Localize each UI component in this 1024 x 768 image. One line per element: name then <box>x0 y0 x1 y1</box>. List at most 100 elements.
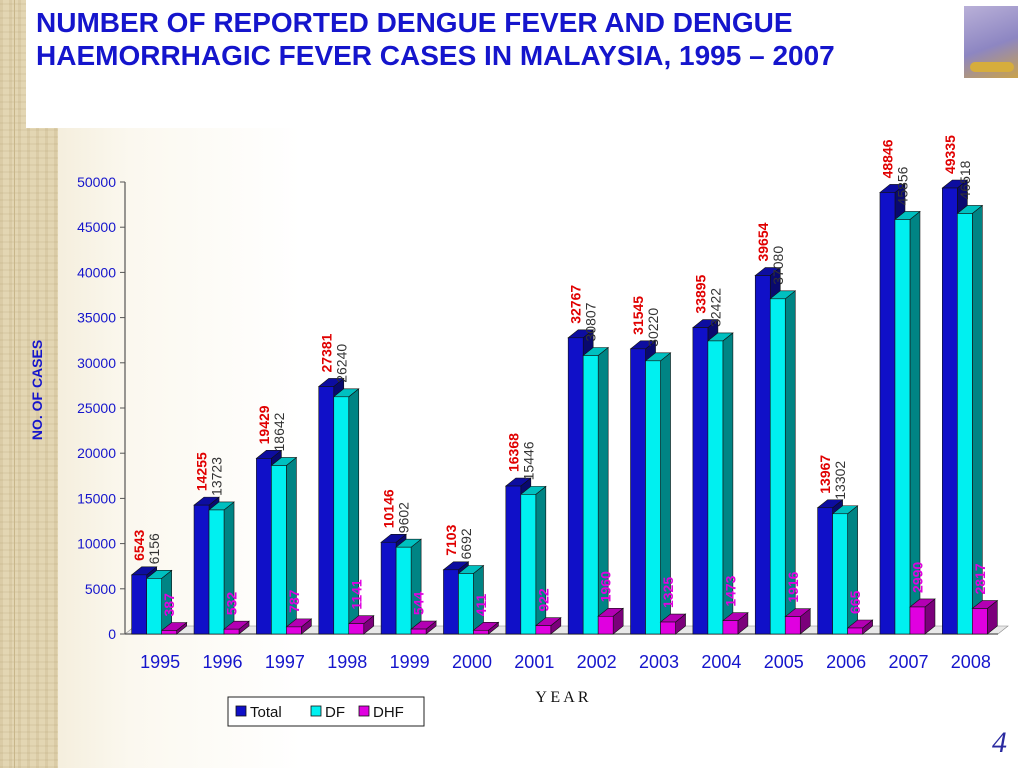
bar-front <box>722 620 739 635</box>
data-label-dhf: 1325 <box>660 577 676 608</box>
x-tick-label: 1996 <box>203 652 243 672</box>
data-label-dhf: 411 <box>473 593 489 616</box>
legend-swatch-total <box>235 705 247 717</box>
data-label-df: 6692 <box>458 528 474 559</box>
x-tick-label: 1995 <box>140 652 180 672</box>
data-label-df: 46518 <box>957 160 973 199</box>
bar-front <box>271 465 287 635</box>
x-tick-label: 2006 <box>826 652 866 672</box>
bar-front <box>131 574 147 635</box>
data-label-dhf: 1960 <box>598 571 614 602</box>
x-tick-label: 2000 <box>452 652 492 672</box>
logo-decoration <box>970 62 1014 72</box>
bar-df-1996 <box>208 501 235 635</box>
bar-front <box>193 504 210 635</box>
bar-front <box>630 348 646 635</box>
data-label-dhf: 787 <box>286 589 302 613</box>
bar-dhf-2003 <box>659 613 687 635</box>
bar-front <box>909 606 926 635</box>
bar-df-2008 <box>956 204 984 635</box>
bar-front <box>660 621 676 635</box>
data-label-dhf: 2990 <box>909 562 925 593</box>
bar-front <box>458 573 474 635</box>
data-label-df: 26240 <box>333 344 349 383</box>
data-label-total: 7103 <box>443 524 459 555</box>
bar-front <box>972 608 988 635</box>
bar-front <box>395 546 412 635</box>
page-number: 4 <box>992 726 1007 759</box>
bar-df-2006 <box>831 505 859 635</box>
y-tick-label: 50000 <box>77 174 116 190</box>
y-tick-label: 25000 <box>77 400 116 416</box>
bar-front <box>957 213 973 635</box>
x-tick-label: 2004 <box>701 652 741 672</box>
bar-front <box>692 327 709 635</box>
chart-bars <box>130 179 999 635</box>
data-label-df: 30220 <box>645 308 661 347</box>
bar-df-2004 <box>707 332 734 635</box>
data-label-total: 19429 <box>256 405 272 444</box>
bar-side <box>410 538 422 635</box>
bar-front <box>520 494 537 635</box>
bar-front <box>832 513 848 635</box>
bar-front <box>582 355 599 635</box>
bar-dhf-2001 <box>534 617 562 635</box>
data-label-total: 13967 <box>817 455 833 494</box>
data-label-total: 32767 <box>568 285 584 324</box>
bar-front <box>410 628 427 635</box>
y-tick-label: 5000 <box>85 581 116 597</box>
bar-front <box>256 458 272 635</box>
bar-front <box>567 337 584 635</box>
bar-front <box>847 627 863 635</box>
bar-front <box>473 629 489 635</box>
bar-dhf-2008 <box>971 599 999 635</box>
bar-dhf-2004 <box>722 612 749 635</box>
y-tick-label: 30000 <box>77 355 116 371</box>
x-tick-label: 2008 <box>951 652 991 672</box>
bar-df-2001 <box>519 485 547 635</box>
data-label-df: 13302 <box>832 461 848 500</box>
data-label-dhf: 1473 <box>722 575 738 606</box>
chart-data-labels: 6543 6156 387 14255 13723 532 19429 18642 787 273… <box>131 135 988 617</box>
corner-logo <box>964 6 1018 78</box>
bar-front <box>535 625 552 635</box>
bar-front <box>443 569 459 635</box>
bar-front <box>769 298 786 635</box>
data-label-total: 39654 <box>755 222 771 261</box>
data-label-df: 30807 <box>583 302 599 341</box>
bar-dhf-2005 <box>784 608 812 635</box>
bar-front <box>894 219 911 635</box>
legend-swatch-df <box>310 705 322 717</box>
bar-dhf-2007 <box>909 598 936 635</box>
y-tick-label: 0 <box>108 626 116 642</box>
data-label-total: 10146 <box>381 489 397 528</box>
bar-front <box>879 192 896 635</box>
bar-front <box>318 386 335 635</box>
data-label-total: 33895 <box>692 274 708 313</box>
data-label-dhf: 2817 <box>972 563 988 594</box>
bar-front <box>784 616 801 635</box>
bar-dhf-1996 <box>223 620 250 635</box>
x-tick-label: 1999 <box>390 652 430 672</box>
data-label-dhf: 532 <box>224 592 240 616</box>
bar-front <box>597 615 614 635</box>
bar-dhf-1997 <box>285 618 313 635</box>
bar-front <box>707 340 724 635</box>
bar-front <box>333 396 350 635</box>
data-label-dhf: 922 <box>535 588 551 612</box>
data-label-dhf: 387 <box>161 593 177 617</box>
bar-dhf-1998 <box>347 615 375 635</box>
slide-side-texture <box>0 0 58 768</box>
data-label-df: 32422 <box>707 288 723 327</box>
x-tick-label: 2003 <box>639 652 679 672</box>
x-tick-label: 1998 <box>327 652 367 672</box>
data-label-df: 37080 <box>770 246 786 285</box>
legend-label-df: DF <box>325 704 345 721</box>
legend-swatch-dhf <box>358 705 370 717</box>
bar-dhf-2006 <box>846 619 874 635</box>
x-tick-label: 1997 <box>265 652 305 672</box>
bar-dhf-2000 <box>472 621 500 635</box>
bar-df-2000 <box>457 564 485 635</box>
slide-side-rule <box>14 0 15 768</box>
